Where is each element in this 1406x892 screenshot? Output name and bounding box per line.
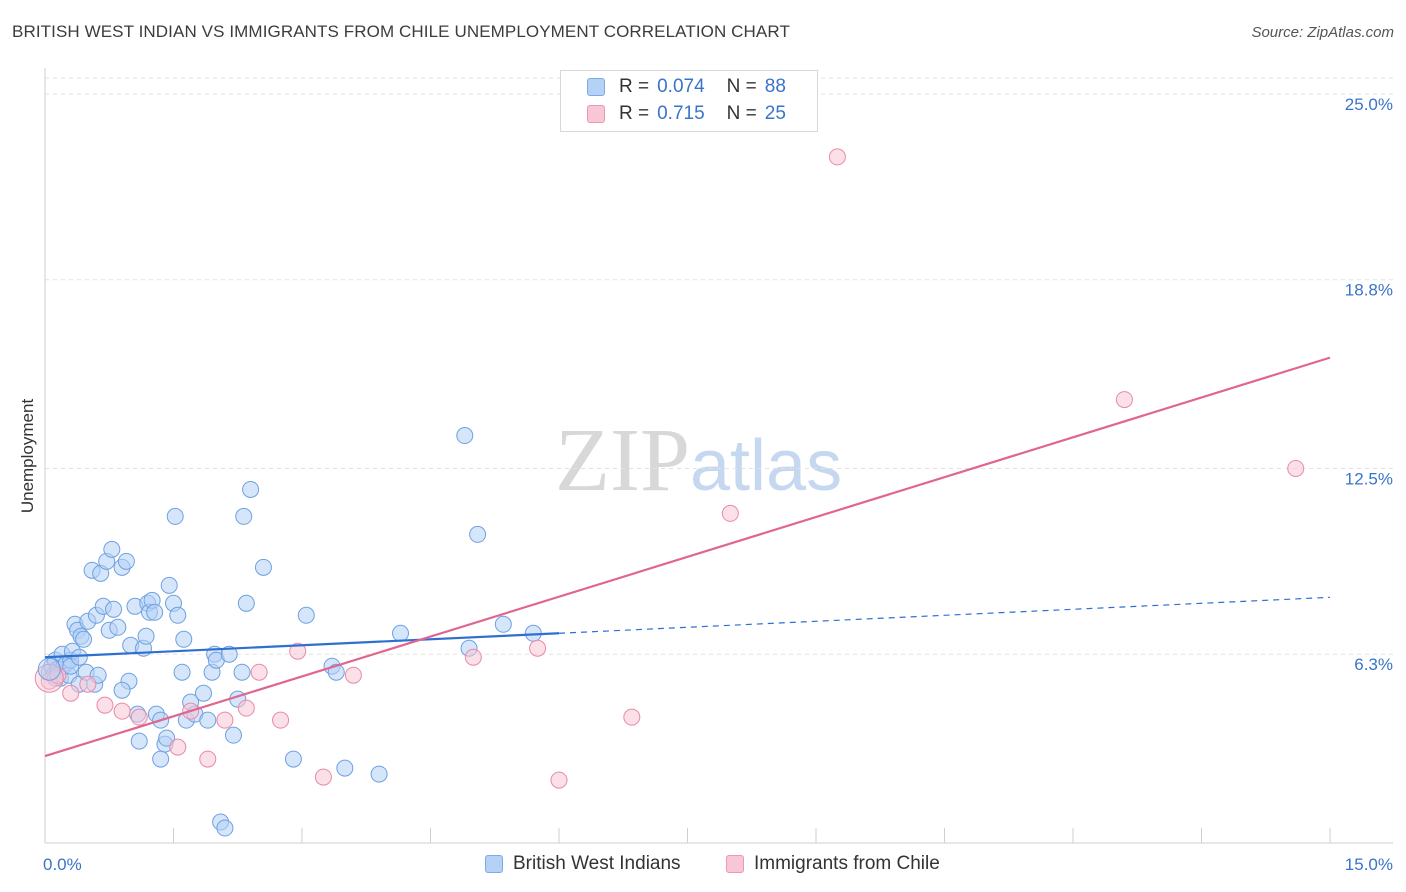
british-trend-extension	[558, 596, 1331, 634]
british-west-indian-point	[456, 427, 474, 445]
chile-point	[96, 696, 114, 714]
y-tick-label: 25.0%	[1345, 95, 1393, 114]
r-value: 0.715	[657, 103, 705, 124]
british-west-indian-point	[194, 684, 212, 702]
british-west-indian-point	[146, 603, 164, 621]
pink-swatch-icon	[587, 105, 605, 123]
chile-point	[721, 504, 739, 522]
chile-point	[79, 675, 97, 693]
british-west-indian-point	[494, 615, 512, 633]
british-west-indian-point	[173, 663, 191, 681]
chile-point	[216, 711, 234, 729]
chile-point	[550, 771, 568, 789]
n-label: N =	[726, 76, 757, 97]
chile-point	[199, 750, 217, 768]
legend-item-british-west-indians[interactable]: British West Indians	[485, 852, 681, 876]
pink-swatch-icon	[726, 855, 744, 873]
british-west-indian-point	[158, 729, 176, 747]
british-trend-line	[44, 632, 560, 659]
british-west-indian-point	[152, 750, 170, 768]
chile-point	[289, 642, 307, 660]
british-west-indian-point	[237, 594, 255, 612]
r-value: 0.074	[657, 76, 705, 97]
british-west-indian-point	[137, 627, 155, 645]
y-axis-label: Unemployment	[18, 398, 37, 514]
legend-item-immigrants-from-chile[interactable]: Immigrants from Chile	[726, 852, 940, 876]
british-west-indian-point	[392, 624, 410, 642]
n-value: 25	[764, 103, 786, 124]
watermark: ZIPatlas	[555, 411, 842, 510]
british-west-indian-point	[160, 576, 178, 594]
stats-legend: R = 0.074 N = 88 R = 0.715 N = 25	[560, 70, 818, 132]
british-west-indian-point	[370, 765, 388, 783]
british-west-indian-point	[327, 663, 345, 681]
british-west-indian-point	[103, 540, 121, 558]
chile-point	[34, 663, 64, 693]
british-west-indian-point	[37, 657, 61, 681]
british-west-indian-point	[235, 507, 253, 525]
legend-label: British West Indians	[513, 853, 681, 874]
blue-swatch-icon	[587, 78, 605, 96]
british-west-indian-point	[220, 645, 238, 663]
chile-trend-line	[44, 356, 1331, 758]
chile-point	[1115, 391, 1133, 409]
n-value: 88	[764, 76, 786, 97]
british-west-indian-point	[297, 606, 315, 624]
r-label: R =	[619, 76, 650, 97]
british-west-indian-point	[117, 552, 135, 570]
chile-point	[272, 711, 290, 729]
british-west-indian-point	[166, 507, 184, 525]
british-west-indian-point	[169, 606, 187, 624]
british-west-indian-point	[254, 558, 272, 576]
chile-point	[237, 699, 255, 717]
y-tick-label: 18.8%	[1345, 281, 1393, 300]
n-label: N =	[726, 103, 757, 124]
stats-legend-row-british: R = 0.074 N = 88	[587, 75, 786, 99]
y-tick-label: 6.3%	[1354, 655, 1393, 674]
british-west-indian-point	[336, 759, 354, 777]
chile-point	[464, 648, 482, 666]
british-west-indian-point	[242, 480, 260, 498]
british-west-indian-point	[284, 750, 302, 768]
chile-point	[250, 663, 268, 681]
y-tick-label: 12.5%	[1345, 469, 1393, 488]
british-west-indian-point	[70, 648, 88, 666]
chart-title: BRITISH WEST INDIAN VS IMMIGRANTS FROM C…	[12, 22, 790, 41]
british-west-indian-point	[469, 525, 487, 543]
chile-point	[314, 768, 332, 786]
british-west-indian-point	[199, 711, 217, 729]
chile-point	[828, 148, 846, 166]
stats-legend-row-chile: R = 0.715 N = 25	[587, 102, 786, 126]
x-tick-label-min: 0.0%	[43, 855, 82, 874]
chile-point	[169, 738, 187, 756]
british-west-indian-point	[75, 630, 93, 648]
british-west-indian-point	[233, 663, 251, 681]
chile-point	[529, 639, 547, 657]
chile-point	[113, 702, 131, 720]
chile-point	[623, 708, 641, 726]
british-west-indian-point	[175, 630, 193, 648]
source-note: Source: ZipAtlas.com	[1251, 24, 1394, 41]
blue-swatch-icon	[485, 855, 503, 873]
british-west-indian-point	[224, 726, 242, 744]
chile-point	[62, 684, 80, 702]
chile-point	[344, 666, 362, 684]
legend-label: Immigrants from Chile	[754, 853, 940, 874]
chile-point	[130, 708, 148, 726]
british-west-indian-point	[130, 732, 148, 750]
x-tick-label-max: 15.0%	[1345, 855, 1393, 874]
british-west-indian-point	[113, 681, 131, 699]
british-west-indian-point	[105, 600, 123, 618]
chile-point	[1287, 459, 1305, 477]
british-west-indian-point	[109, 618, 127, 636]
british-west-indian-point	[216, 819, 234, 837]
r-label: R =	[619, 103, 650, 124]
